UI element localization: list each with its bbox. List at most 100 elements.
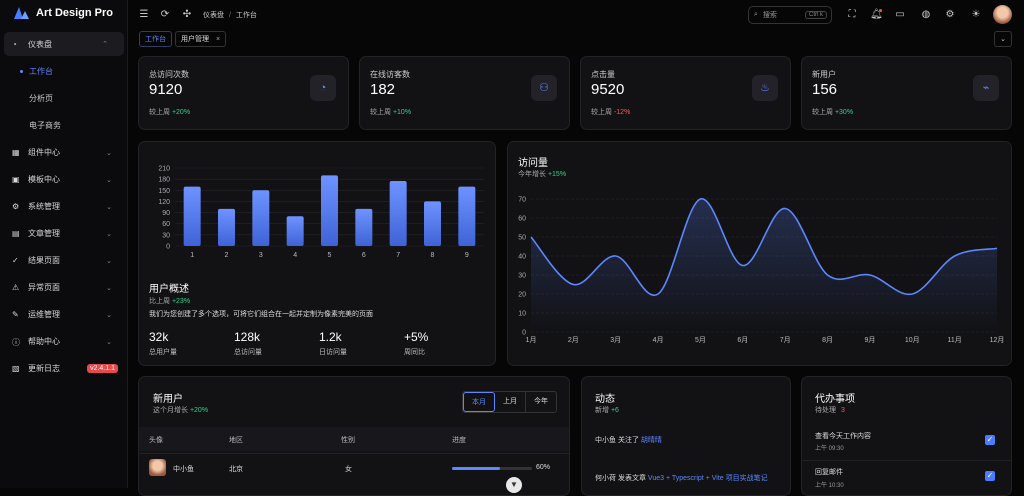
visits-growth-label: 今年增长 bbox=[518, 171, 546, 178]
progress-bar bbox=[452, 467, 532, 470]
sidebar-item[interactable]: ▧ 更新日志 v2.4.1.1 bbox=[0, 355, 128, 382]
overview-compare: 比上周 +23% bbox=[149, 296, 190, 306]
menu-toggle-icon[interactable]: ☰ bbox=[139, 9, 149, 20]
sidebar-subitem-label: 分析页 bbox=[29, 94, 53, 103]
app-logo[interactable]: Art Design Pro bbox=[14, 7, 113, 19]
todo-pending: 待处理 3 bbox=[815, 405, 845, 415]
language-icon[interactable]: ◍ bbox=[921, 9, 931, 20]
x-tick-label: 10月 bbox=[905, 336, 920, 344]
todo-checkbox[interactable]: ✓ bbox=[985, 435, 995, 445]
sidebar-subitem[interactable]: 分析页 bbox=[0, 85, 128, 112]
progress-bar-fill bbox=[452, 467, 500, 470]
sidebar-item[interactable]: ✎ 运维管理 ⌄ bbox=[0, 301, 128, 328]
user-region: 北京 bbox=[229, 466, 243, 473]
series-line bbox=[530, 198, 998, 297]
breadcrumb-item[interactable]: 仪表盘 bbox=[203, 12, 224, 19]
todo-card: 代办事项 待处理 3 查看今天工作内容 上午 09:30 ✓ 回复邮件 上午 1… bbox=[801, 376, 1012, 496]
fullscreen-icon[interactable]: ⛶ bbox=[848, 9, 856, 20]
tab-workbench[interactable]: 工作台 bbox=[139, 31, 172, 47]
kpi-label: 总用户量 bbox=[149, 349, 177, 356]
activity-target-link[interactable]: Vue3 + Typescript + Vite 项目实战笔记 bbox=[647, 475, 768, 482]
sidebar-subitem[interactable]: 电子商务 bbox=[0, 112, 128, 139]
y-tick-label: 90 bbox=[162, 210, 170, 217]
table-row[interactable]: 中小鱼 北京 女 60% bbox=[139, 453, 569, 481]
search-input[interactable]: ⌕ 搜索 Ctrl k bbox=[748, 6, 832, 24]
y-tick-label: 60 bbox=[518, 216, 526, 223]
y-tick-label: 40 bbox=[518, 254, 526, 261]
sidebar-item[interactable]: ✓ 结果页面 ⌄ bbox=[0, 247, 128, 274]
range-last-month[interactable]: 上月 bbox=[495, 392, 526, 412]
range-this-year[interactable]: 今年 bbox=[534, 398, 548, 405]
todo-checkbox[interactable]: ✓ bbox=[985, 471, 995, 481]
sidebar-item-label: 文章管理 bbox=[28, 229, 60, 238]
user-avatar[interactable] bbox=[993, 5, 1012, 24]
chat-icon[interactable]: ▭ bbox=[895, 9, 905, 20]
x-tick-label: 11月 bbox=[947, 336, 961, 344]
x-tick-label: 4月 bbox=[653, 336, 664, 344]
bar bbox=[286, 216, 304, 246]
stat-card: 新用户 156 较上周 +30% ⌁ bbox=[801, 56, 1012, 130]
check-circle-icon: ✓ bbox=[12, 256, 19, 265]
new-users-card: 新用户 这个月增长 +20% 本月 上月 今年 头像 地区 性别 进度 中小鱼 … bbox=[138, 376, 570, 496]
stat-card: 总访问次数 9120 较上周 +20% ◔ bbox=[138, 56, 349, 130]
new-users-growth-label: 这个月增长 bbox=[153, 407, 188, 414]
x-tick-label: 1月 bbox=[526, 336, 537, 344]
todo-item: 查看今天工作内容 上午 09:30 ✓ bbox=[802, 427, 1011, 461]
new-users-title: 新用户 bbox=[153, 394, 183, 405]
x-tick-label: 5月 bbox=[695, 336, 706, 344]
visits-area-chart: 0 10 20 30 40 50 60 70 1月 2月 3月 4月 5月 6月 7月 8月 9月 10月 11月 1… bbox=[518, 197, 1005, 345]
x-tick-label: 1 bbox=[190, 252, 194, 259]
bar bbox=[183, 186, 201, 246]
warning-icon: ⚠ bbox=[12, 283, 20, 292]
chevron-down-icon: ⌄ bbox=[106, 149, 112, 157]
stat-compare: 较上周 +30% bbox=[812, 107, 853, 117]
sidebar-item[interactable]: ⚠ 异常页面 ⌄ bbox=[0, 274, 128, 301]
todo-title: 代办事项 bbox=[815, 394, 855, 405]
todo-item-time: 上午 10:30 bbox=[815, 483, 844, 489]
y-tick-label: 210 bbox=[158, 166, 170, 173]
sidebar-item-label: 结果页面 bbox=[28, 256, 60, 265]
sidebar-item[interactable]: ◔ 仪表盘 ⌃ bbox=[4, 32, 124, 56]
gear-icon[interactable]: ⚙ bbox=[945, 9, 955, 20]
column-gender: 性别 bbox=[341, 437, 355, 444]
sidebar-item[interactable]: ▤ 文章管理 ⌄ bbox=[0, 220, 128, 247]
close-icon[interactable]: × bbox=[216, 35, 221, 43]
tab-bar: 工作台 用户管理 × ⌄ bbox=[128, 30, 1024, 48]
visits-title: 访问量 bbox=[518, 158, 548, 169]
refresh-icon[interactable]: ⟳ bbox=[160, 9, 170, 20]
chevron-down-icon: ⌄ bbox=[106, 230, 112, 238]
activity-user: 中小鱼 bbox=[595, 437, 616, 444]
gear-icon: ⚙ bbox=[12, 202, 20, 211]
stat-compare-label: 较上周 bbox=[149, 109, 170, 116]
fire-icon: ♨ bbox=[752, 75, 778, 101]
todo-pending-count: 3 bbox=[840, 407, 845, 414]
notification-bell-icon[interactable]: 🔔︎ bbox=[870, 9, 883, 20]
y-tick-label: 0 bbox=[522, 330, 526, 337]
tab-user-management[interactable]: 用户管理 × bbox=[175, 31, 227, 47]
visits-growth-value: +15% bbox=[547, 171, 567, 178]
article-icon: ▤ bbox=[12, 229, 20, 238]
sidebar-item[interactable]: ▣ 模板中心 ⌄ bbox=[0, 166, 128, 193]
settings-sparkle-icon[interactable]: ✣ bbox=[182, 9, 192, 20]
x-tick-label: 12月 bbox=[990, 336, 1005, 344]
theme-sun-icon[interactable]: ☀ bbox=[971, 9, 981, 20]
bar-chart: 0 30 60 90 120 150 180 210 1 2 3 4 5 6 7 8 9 bbox=[158, 166, 484, 259]
chevron-down-icon: ⌄ bbox=[106, 257, 112, 265]
progress-value: 60% bbox=[536, 464, 551, 471]
activity-action: 关注了 bbox=[617, 437, 639, 444]
sidebar-item[interactable]: ⓘ 帮助中心 ⌄ bbox=[0, 328, 128, 355]
kpi-value: +5% bbox=[404, 330, 429, 344]
tabs-dropdown-chevron-icon[interactable]: ⌄ bbox=[994, 31, 1012, 47]
sidebar-item[interactable]: ▦ 组件中心 ⌄ bbox=[0, 139, 128, 166]
sidebar-item[interactable]: ⚙ 系统管理 ⌄ bbox=[0, 193, 128, 220]
sidebar-subitem[interactable]: 工作台 bbox=[0, 58, 128, 85]
range-this-month[interactable]: 本月 bbox=[463, 392, 495, 412]
activity-title: 动态 bbox=[595, 394, 615, 405]
stat-compare-label: 较上周 bbox=[370, 109, 391, 116]
activity-target-link[interactable]: 胡晴晴 bbox=[640, 437, 662, 444]
search-icon: ⌕ bbox=[754, 11, 758, 18]
sidebar-item-label: 异常页面 bbox=[28, 283, 60, 292]
stat-compare-label: 较上周 bbox=[812, 109, 833, 116]
scroll-down-icon[interactable]: ▼ bbox=[506, 477, 522, 493]
stat-value: 9120 bbox=[149, 81, 183, 98]
